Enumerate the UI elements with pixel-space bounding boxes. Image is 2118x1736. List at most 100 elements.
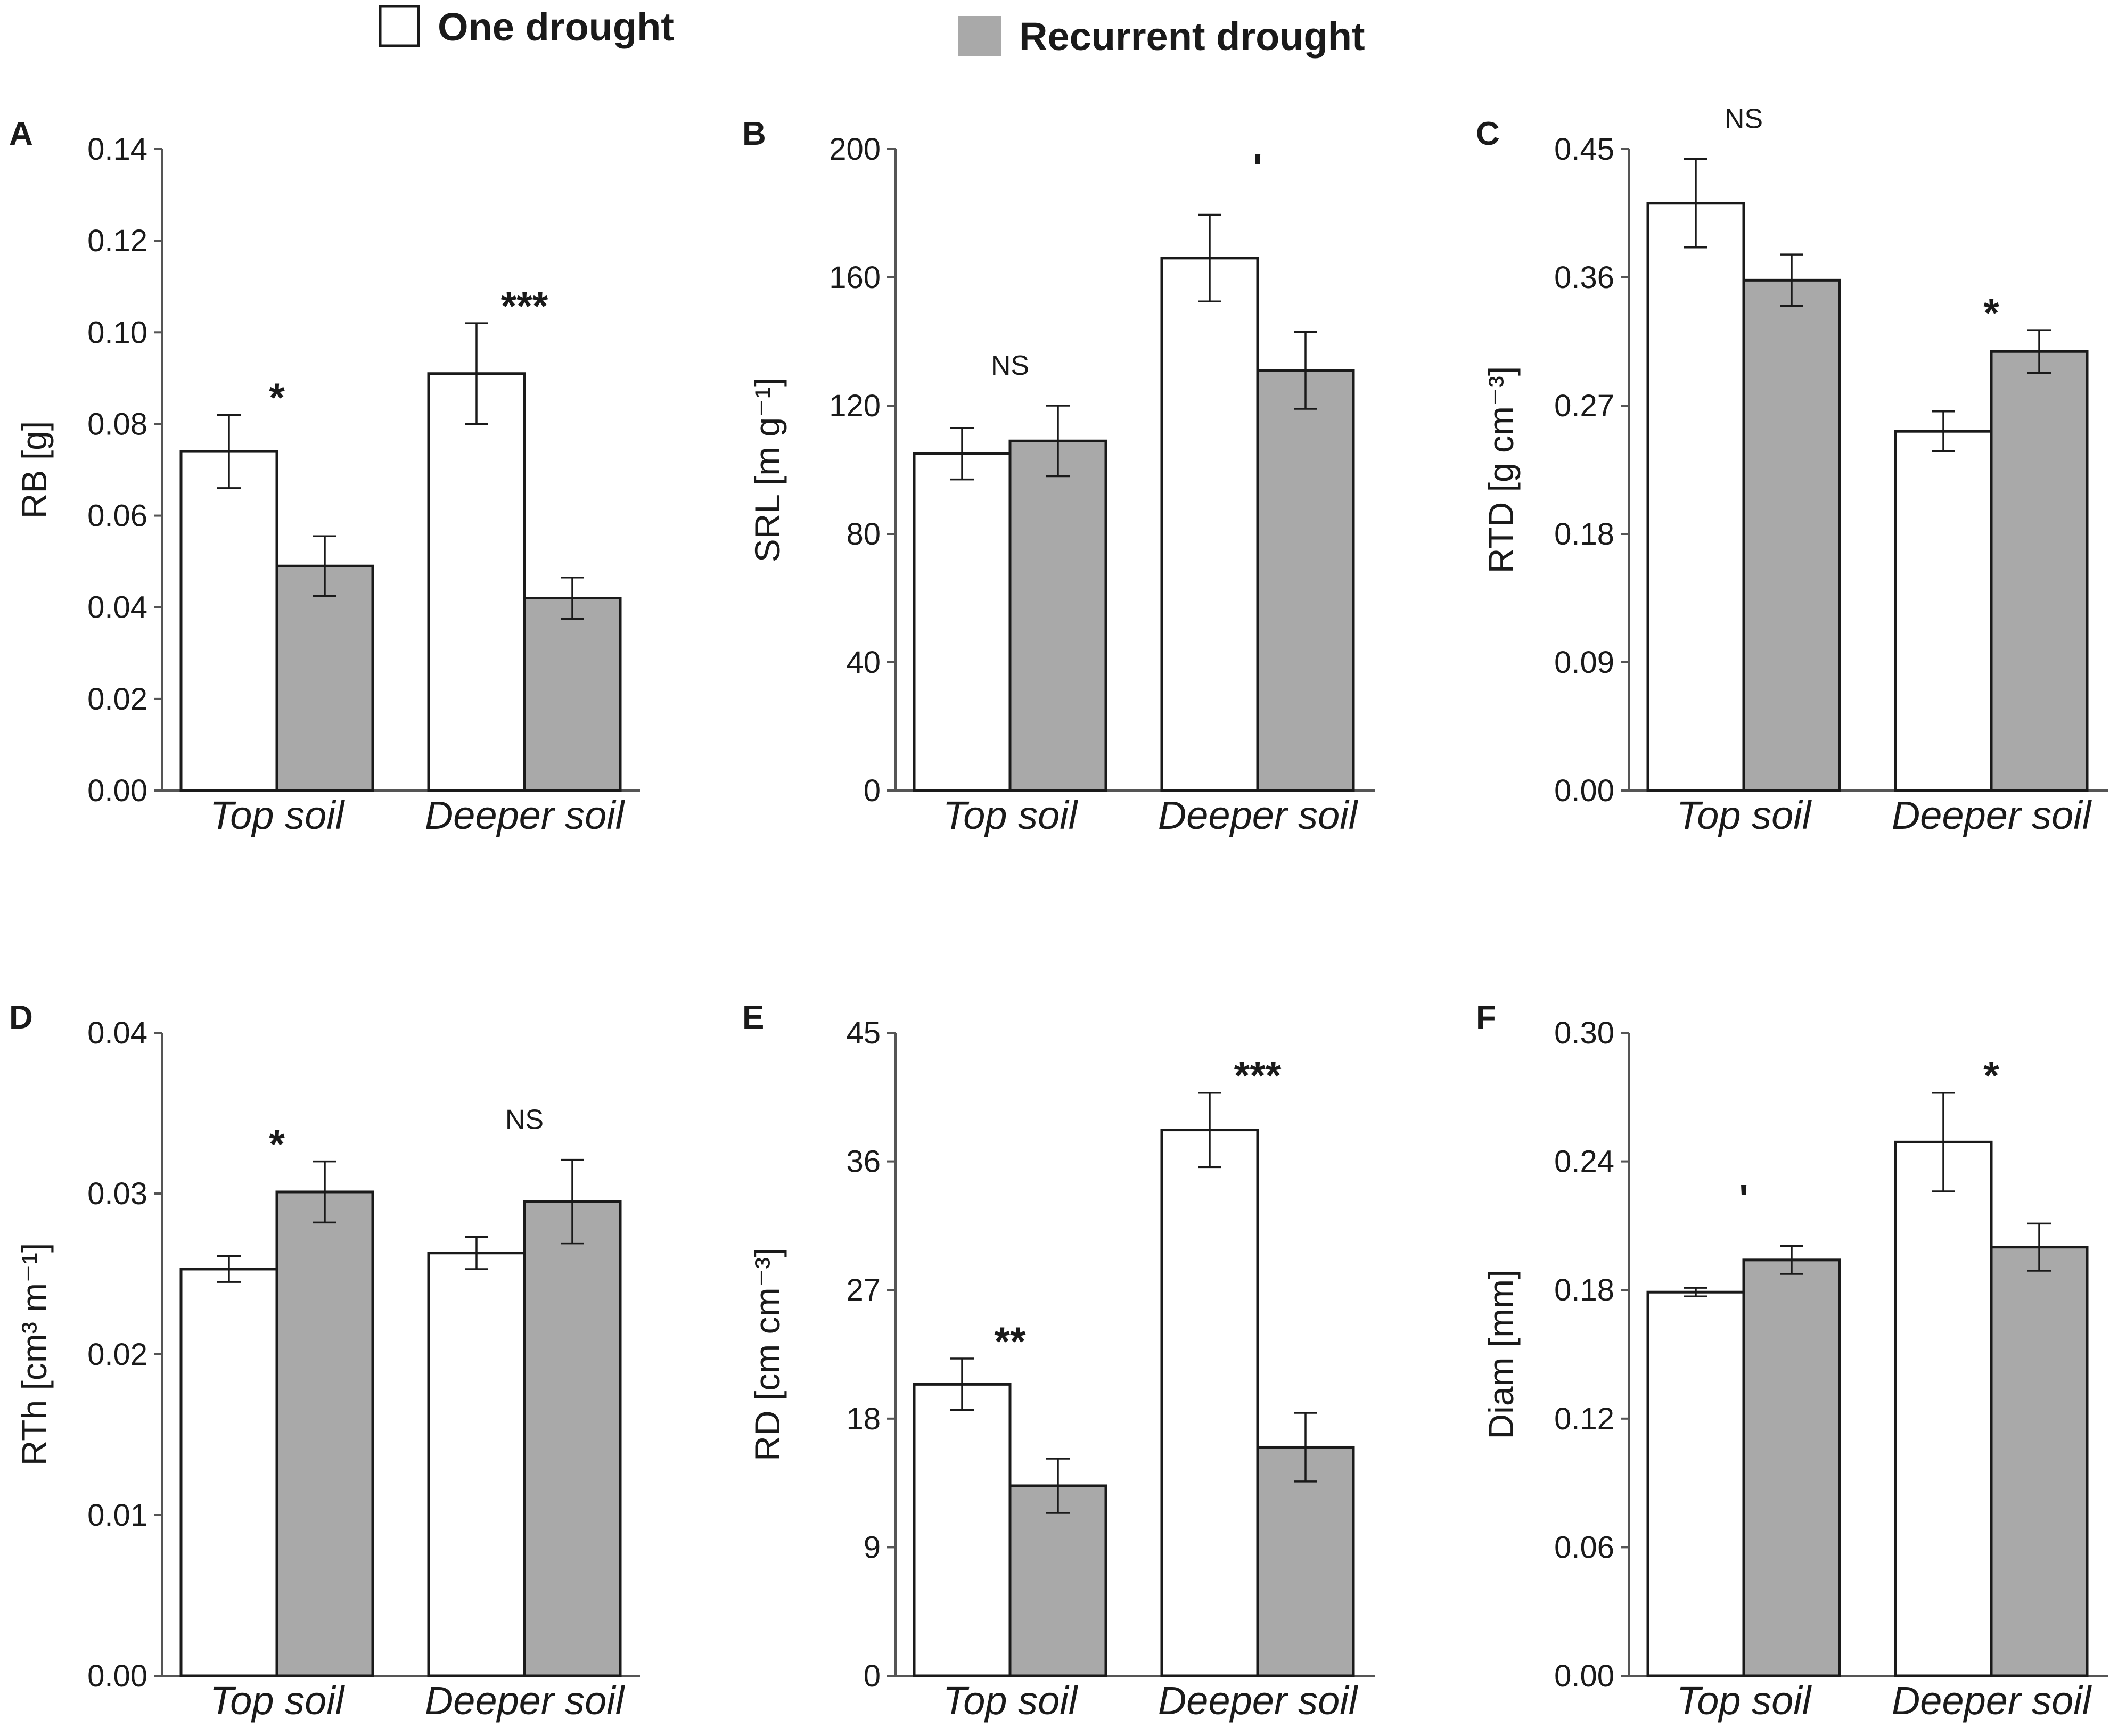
y-tick-label: 0.45 — [1554, 132, 1614, 167]
panel-letter: D — [9, 999, 33, 1036]
y-tick-label: 0 — [864, 1659, 881, 1693]
significance-label: NS — [991, 350, 1029, 381]
y-tick-label: 0.00 — [1554, 1659, 1614, 1693]
panel-letter: B — [742, 116, 766, 152]
bar-one-drought — [1160, 1129, 1259, 1677]
y-tick-label: 0.00 — [87, 774, 147, 808]
y-tick-label: 0.18 — [1554, 517, 1614, 552]
bar-one-drought — [1894, 1140, 1993, 1677]
bar-one-drought — [913, 1383, 1012, 1677]
y-tick-label: 0.12 — [87, 224, 147, 258]
bar-recurrent-drought — [1256, 1445, 1355, 1677]
bar-one-drought — [179, 1268, 278, 1677]
significance-label: * — [1983, 291, 1999, 336]
chart-panels: A 0.00 0.02 0.04 0.06 0.08 0.10 0.12 0.14 RB [g] T… — [9, 104, 2108, 1723]
y-tick-label: 27 — [846, 1273, 881, 1307]
bar-one-drought — [1646, 1290, 1745, 1677]
significance-label: * — [269, 1122, 285, 1167]
legend-label-one-drought: One drought — [438, 5, 674, 49]
x-category-label: Top soil — [943, 793, 1079, 837]
y-tick-label: 120 — [829, 389, 881, 423]
y-tick-label: 0.18 — [1554, 1273, 1614, 1307]
significance-label: *** — [501, 284, 548, 329]
panel-e: E 0 9 18 27 36 45 RD [cm cm⁻³] Top soil ** Deeper … — [742, 999, 1375, 1723]
bar-recurrent-drought — [1742, 278, 1841, 792]
significance-label: * — [269, 375, 285, 421]
panel-letter: F — [1476, 999, 1496, 1036]
y-axis-title: RTD [g cm⁻³] — [1481, 366, 1521, 573]
panel-c: C 0.00 0.09 0.18 0.27 0.36 0.45 RTD [g cm⁻³] Top… — [1476, 104, 2108, 837]
bar-one-drought — [1894, 430, 1993, 792]
x-category-label: Top soil — [210, 1679, 346, 1723]
bar-recurrent-drought — [523, 597, 622, 792]
x-category-label: Top soil — [1677, 1679, 1812, 1723]
y-axis-title: Diam [mm] — [1481, 1270, 1521, 1439]
bar-recurrent-drought — [1742, 1258, 1841, 1677]
bar-recurrent-drought — [1256, 369, 1355, 792]
bar-one-drought — [913, 452, 1012, 792]
y-tick-label: 40 — [846, 645, 881, 680]
bar-one-drought — [427, 372, 526, 792]
y-tick-label: 0.12 — [1554, 1402, 1614, 1436]
bar-one-drought — [1160, 257, 1259, 792]
bar-one-drought — [427, 1252, 526, 1677]
y-tick-label: 0.06 — [1554, 1530, 1614, 1565]
bar-recurrent-drought — [1008, 439, 1107, 792]
panel-d: D 0.00 0.01 0.02 0.03 0.04 RTh [cm³ m⁻¹] Top so… — [9, 999, 640, 1723]
y-tick-label: 36 — [846, 1145, 881, 1179]
significance-label: ' — [1253, 146, 1262, 191]
y-tick-label: 0.08 — [87, 407, 147, 441]
y-tick-label: 200 — [829, 132, 881, 167]
y-tick-label: 0.14 — [87, 132, 147, 167]
panel-f: F 0.00 0.06 0.12 0.18 0.24 0.30 Diam [mm] Top so… — [1476, 999, 2108, 1723]
y-tick-label: 0.04 — [87, 590, 147, 625]
panel-letter: C — [1476, 116, 1500, 152]
x-category-label: Top soil — [210, 793, 346, 837]
significance-label: * — [1983, 1054, 1999, 1099]
significance-label: ** — [994, 1319, 1026, 1364]
y-axis-title: RTh [cm³ m⁻¹] — [14, 1243, 54, 1466]
y-tick-label: 9 — [864, 1530, 881, 1565]
y-tick-label: 0.00 — [1554, 774, 1614, 808]
legend-label-recurrent-drought: Recurrent drought — [1019, 14, 1365, 59]
panel-a: A 0.00 0.02 0.04 0.06 0.08 0.10 0.12 0.14 RB [g] T… — [9, 116, 640, 837]
x-category-label: Deeper soil — [1892, 1679, 2092, 1723]
legend: One drought Recurrent drought — [379, 5, 1365, 59]
bar-recurrent-drought — [1008, 1484, 1107, 1677]
y-tick-label: 0 — [864, 774, 881, 808]
significance-label: NS — [1725, 104, 1763, 135]
y-tick-label: 0.04 — [87, 1016, 147, 1050]
bar-recurrent-drought — [275, 564, 374, 792]
legend-swatch-one-drought — [379, 5, 420, 47]
legend-swatch-recurrent-drought — [958, 16, 1001, 56]
y-axis-title: RB [g] — [14, 421, 54, 519]
y-tick-label: 0.00 — [87, 1659, 147, 1693]
panel-letter: E — [742, 999, 764, 1036]
y-tick-label: 45 — [846, 1016, 881, 1050]
x-category-label: Deeper soil — [1158, 793, 1359, 837]
x-category-label: Deeper soil — [1158, 1679, 1359, 1723]
bar-recurrent-drought — [275, 1190, 374, 1677]
significance-label: ' — [1739, 1177, 1748, 1222]
x-category-label: Top soil — [943, 1679, 1079, 1723]
bar-recurrent-drought — [523, 1200, 622, 1677]
y-tick-label: 0.24 — [1554, 1145, 1614, 1179]
x-category-label: Deeper soil — [1892, 793, 2092, 837]
panel-b: B 0 40 80 120 160 200 SRL [m g⁻¹] Top soil NS Deep… — [742, 116, 1375, 837]
x-category-label: Deeper soil — [425, 793, 626, 837]
y-tick-label: 0.02 — [87, 682, 147, 717]
y-tick-label: 0.06 — [87, 499, 147, 533]
y-tick-label: 0.27 — [1554, 389, 1614, 423]
bar-one-drought — [179, 450, 278, 792]
x-category-label: Top soil — [1677, 793, 1812, 837]
x-category-label: Deeper soil — [425, 1679, 626, 1723]
y-tick-label: 0.10 — [87, 315, 147, 350]
y-tick-label: 0.02 — [87, 1337, 147, 1372]
y-axis-title: RD [cm cm⁻³] — [748, 1247, 787, 1461]
y-tick-label: 0.01 — [87, 1498, 147, 1533]
y-tick-label: 0.03 — [87, 1176, 147, 1211]
bar-one-drought — [1646, 202, 1745, 792]
y-tick-label: 0.30 — [1554, 1016, 1614, 1050]
significance-label: NS — [505, 1105, 544, 1136]
